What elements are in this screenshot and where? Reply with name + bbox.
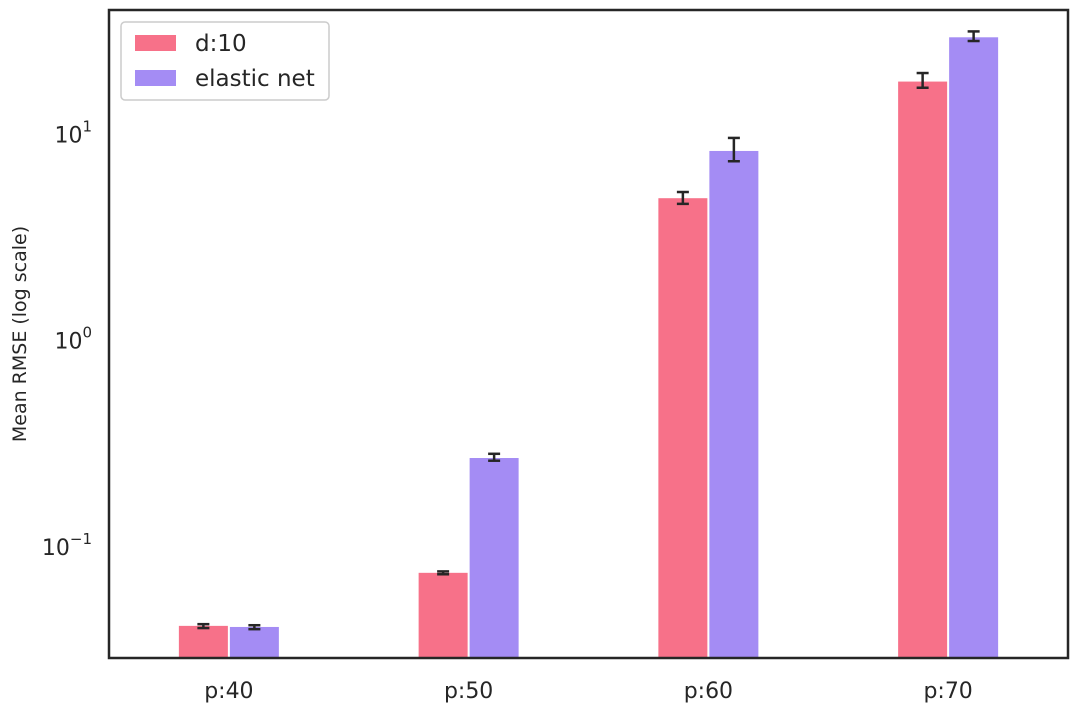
legend-label-elastic-net: elastic net [195, 66, 315, 92]
errorbar-d-10-p-40 [197, 622, 210, 630]
bar-elastic-net-p-50 [469, 458, 519, 658]
bar-d-10-p-50 [418, 572, 468, 658]
y-tick-label: 10−1 [42, 530, 92, 561]
errorbar-elastic-net-p-70 [967, 30, 980, 43]
y-tick-label: 100 [54, 324, 92, 355]
bar-elastic-net-p-60 [709, 150, 759, 658]
legend-swatch-elastic-net [135, 70, 176, 86]
errorbar-elastic-net-p-40 [248, 623, 261, 631]
x-tick-label: p:50 [444, 679, 493, 704]
plot-frame [107, 8, 1070, 660]
y-tick-label: 101 [54, 117, 92, 148]
bar-d-10-p-40 [178, 625, 228, 658]
legend-swatch-d10 [135, 35, 176, 51]
bar-d-10-p-70 [898, 81, 948, 658]
x-tick-label: p:70 [923, 679, 972, 704]
errorbar-d-10-p-50 [437, 570, 450, 576]
x-tick-label: p:40 [204, 679, 253, 704]
y-axis-title: Mean RMSE (log scale) [9, 226, 31, 442]
bar-d-10-p-60 [658, 198, 708, 658]
errorbar-elastic-net-p-60 [727, 136, 740, 163]
errorbar-d-10-p-60 [676, 190, 689, 206]
bar-elastic-net-p-70 [949, 37, 999, 659]
legend-label-d10: d:10 [195, 31, 247, 57]
bar-elastic-net-p-40 [229, 626, 279, 658]
errorbar-d-10-p-70 [916, 71, 929, 90]
legend: d:10 elastic net [120, 21, 330, 101]
errorbar-elastic-net-p-50 [488, 452, 501, 462]
x-tick-label: p:60 [684, 679, 733, 704]
